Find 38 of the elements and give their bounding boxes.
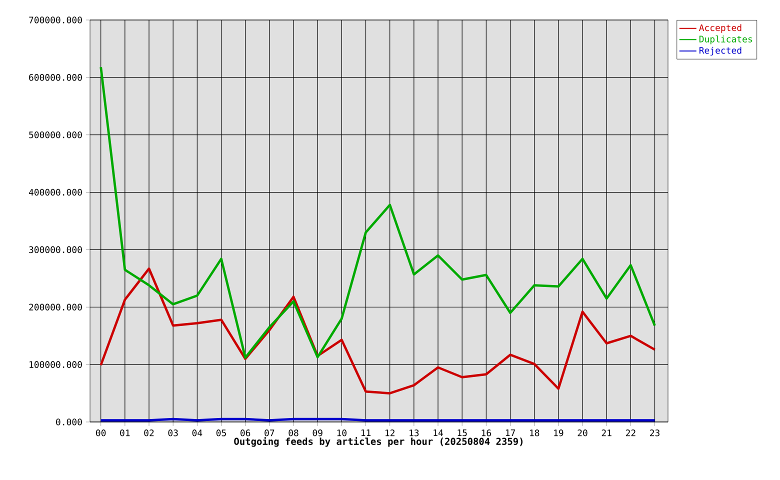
x-tick-label: 11 [361,430,371,436]
x-tick-label: 20 [578,430,588,436]
x-tick-label: 04 [192,430,202,436]
y-tick-label: 700000.000 [29,16,82,24]
y-tick-label: 400000.000 [28,188,82,196]
x-tick-label: 23 [650,430,660,436]
y-tick-label: 200000.000 [29,304,82,311]
x-axis-title: Outgoing feeds by articles per hour (20250804 2359) [234,437,523,447]
x-tick-label: 00 [96,430,106,436]
x-tick-label: 18 [530,430,540,436]
x-tick-label: 16 [482,430,491,436]
line-series [100,267,656,394]
legend-label: Rejected [700,46,742,56]
legend-label: Duplicates [699,35,752,44]
y-tick-label: 600000.000 [29,74,82,81]
x-tick-label: 05 [216,430,226,436]
x-tick-label: 19 [554,430,564,436]
x-tick-label: 14 [434,430,443,436]
x-tick-label: 09 [312,430,322,436]
y-tick-label: 100000.000 [30,361,82,368]
x-tick-label: 17 [506,430,515,436]
x-tick-label: 22 [626,430,636,436]
x-tick-label: 21 [602,430,612,436]
x-tick-label: 12 [386,430,394,436]
x-tick-label: 10 [337,430,346,436]
y-tick-label: 0.000 [56,418,82,426]
x-tick-label: 15 [458,430,467,436]
y-tick-label: 500000.000 [29,131,82,138]
x-tick-label: 01 [120,430,130,436]
x-tick-label: 13 [410,430,419,436]
legend-label: Accepted [699,24,742,33]
y-tick-label: 300000.000 [29,246,82,254]
x-tick-label: 02 [144,430,154,436]
x-tick-label: 06 [240,430,250,436]
x-tick-label: 03 [168,430,178,436]
x-tick-label: 07 [264,430,274,436]
x-tick-label: 08 [288,430,298,436]
line-series [100,66,656,359]
